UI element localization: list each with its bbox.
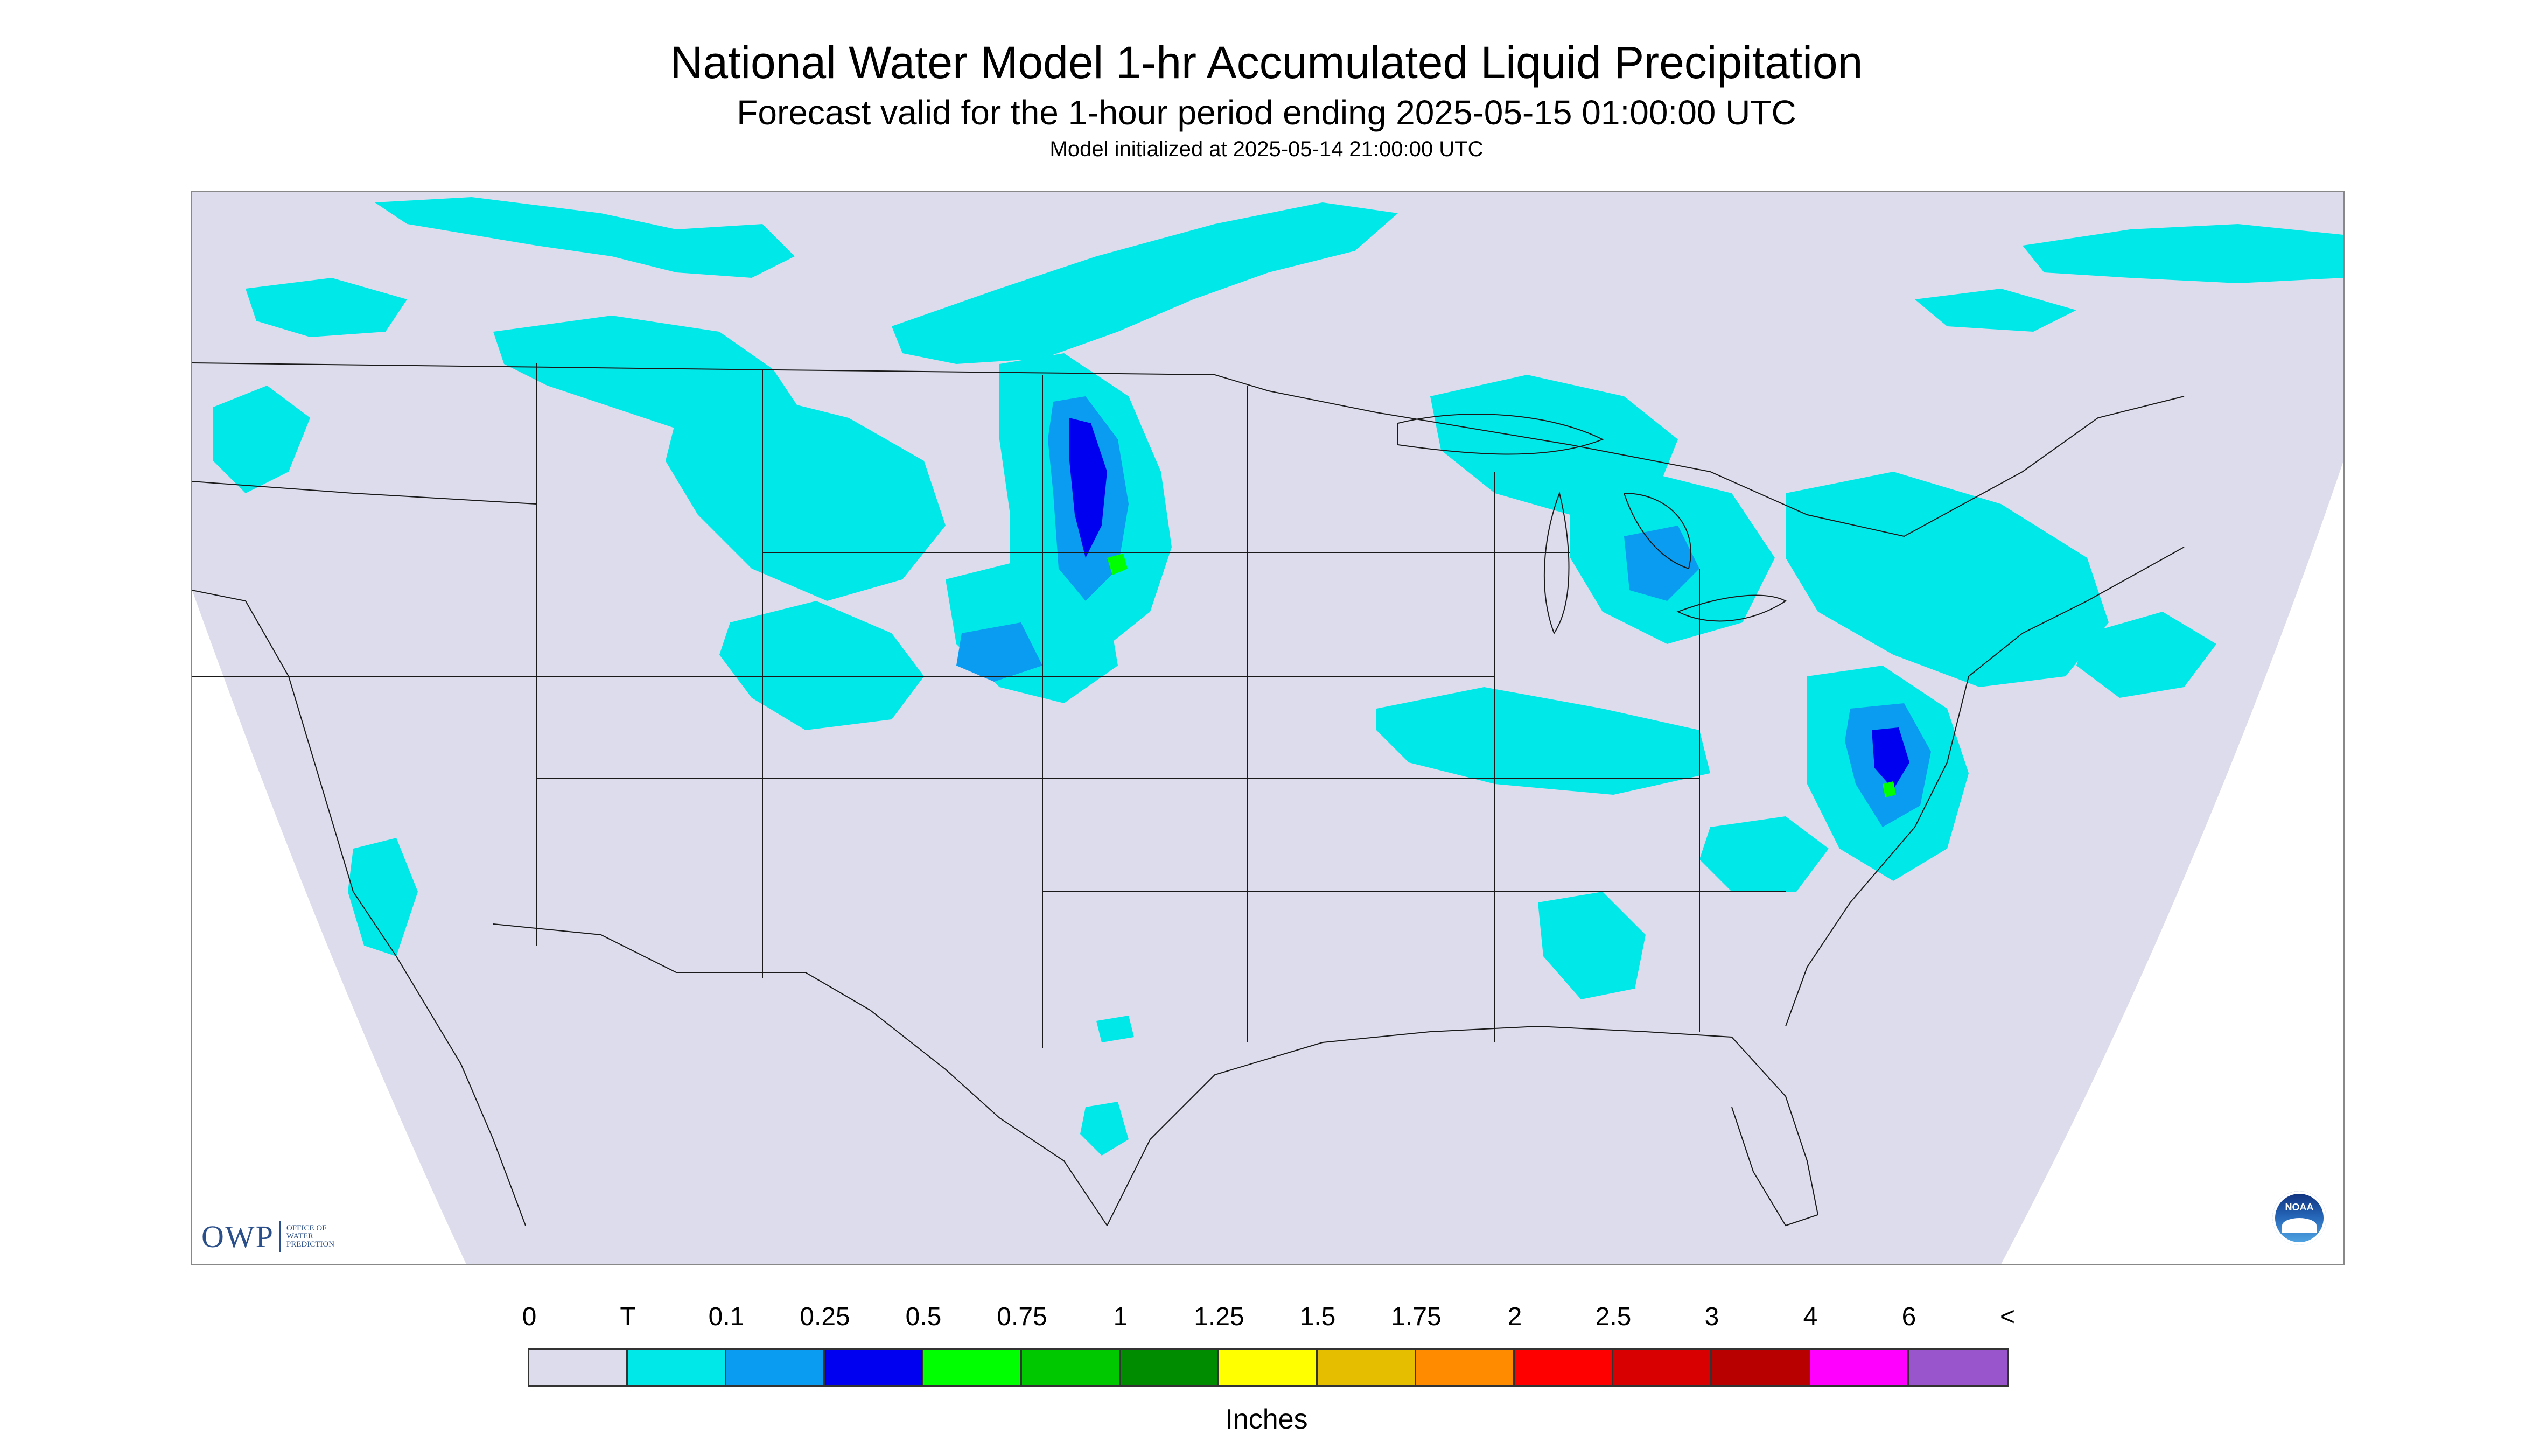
legend-swatch-11	[1613, 1350, 1712, 1385]
noaa-gull-shape	[2282, 1218, 2317, 1233]
great-lake-superior	[1397, 414, 1604, 455]
precip-northeast	[1786, 472, 2109, 687]
precipitation-map: OWP OFFICE OF WATER PREDICTION NOAA	[191, 191, 2345, 1265]
legend-swatch-6	[1121, 1350, 1219, 1385]
precip-carolinas	[1699, 816, 1829, 892]
us-canada-border	[192, 362, 2185, 537]
legend-tick-label: 1.25	[1194, 1303, 1244, 1331]
legend-swatch-12	[1712, 1350, 1810, 1385]
precip-colorado	[719, 601, 924, 730]
owp-wordmark: OWP	[201, 1219, 274, 1254]
noaa-logo-icon: NOAA	[2272, 1191, 2326, 1245]
legend-tick-label: 0	[522, 1303, 537, 1331]
precip-atlantic-offshore	[2076, 612, 2216, 698]
legend-swatch-8	[1318, 1350, 1416, 1385]
legend-tick-label: <	[1999, 1303, 2016, 1331]
great-lake-erie	[1676, 594, 1787, 622]
precip-california-coast	[348, 838, 418, 956]
noaa-logo-text: NOAA	[2285, 1202, 2314, 1213]
us-mexico-border	[493, 923, 1108, 1226]
precip-dakotas-max	[1069, 418, 1107, 558]
map-canvas	[192, 192, 2343, 1264]
legend-tick-label: 1.75	[1391, 1303, 1442, 1331]
legend-tick-label: 3	[1704, 1303, 1719, 1331]
legend-swatch-4	[923, 1350, 1022, 1385]
legend-swatch-2	[726, 1350, 825, 1385]
legend-tick-label: T	[620, 1303, 636, 1331]
legend-tick-label: 0.1	[708, 1303, 745, 1331]
precip-quebec	[1915, 289, 2076, 332]
precip-sd-blip	[1107, 554, 1128, 575]
atlantic-coastline	[1785, 547, 2185, 1027]
owp-subtext: OFFICE OF WATER PREDICTION	[286, 1224, 335, 1249]
precip-canada-east	[2023, 224, 2343, 283]
political-boundaries	[192, 362, 2185, 1227]
precip-alabama	[1538, 892, 1646, 999]
legend-tick-label: 0.75	[997, 1303, 1047, 1331]
precip-mid-atlantic-max	[1872, 727, 1909, 789]
legend-tick-label: 6	[1901, 1303, 1916, 1331]
legend-swatch-10	[1515, 1350, 1613, 1385]
gulf-coastline	[1107, 1025, 1819, 1227]
precip-va-blip	[1883, 781, 1896, 797]
precip-mexico	[1080, 1102, 1129, 1156]
precip-montana-wyoming	[666, 396, 946, 601]
map-title: National Water Model 1-hr Accumulated Li…	[670, 37, 1863, 88]
great-lake-huron	[1623, 492, 1691, 570]
model-init-line: Model initialized at 2025-05-14 21:00:00…	[1049, 137, 1484, 161]
precip-bc-coast	[246, 278, 407, 337]
legend-tick-label: 1	[1113, 1303, 1128, 1331]
precip-canada-west	[375, 197, 795, 278]
legend-tick-label: 4	[1803, 1303, 1818, 1331]
legend-swatch-13	[1810, 1350, 1909, 1385]
legend-color-bar	[528, 1348, 2009, 1387]
legend-tick-label: 0.5	[905, 1303, 942, 1331]
forecast-valid-subtitle: Forecast valid for the 1-hour period end…	[737, 93, 1796, 132]
west-coastline	[192, 590, 526, 1226]
legend-swatch-3	[825, 1350, 923, 1385]
great-lake-michigan	[1543, 491, 1570, 635]
legend-swatch-9	[1416, 1350, 1515, 1385]
legend-swatch-0	[529, 1350, 628, 1385]
owp-divider	[279, 1221, 281, 1252]
precip-nebraska-core	[956, 622, 1042, 682]
precipitation-fields	[213, 197, 2343, 1156]
legend-units: Inches	[1225, 1404, 1308, 1435]
legend-tick-label: 2.5	[1595, 1303, 1632, 1331]
legend-tick-label: 0.25	[800, 1303, 850, 1331]
precip-ohio-valley	[1376, 687, 1710, 795]
owp-logo: OWP OFFICE OF WATER PREDICTION	[201, 1219, 351, 1255]
legend-tick-label: 2	[1507, 1303, 1522, 1331]
legend-tick-label: 1.5	[1299, 1303, 1336, 1331]
legend-swatch-5	[1022, 1350, 1121, 1385]
precip-gulf-coast	[1096, 1016, 1134, 1042]
precip-pacific-nw	[213, 386, 310, 493]
legend-swatch-1	[628, 1350, 726, 1385]
precip-michigan-core	[1624, 526, 1699, 601]
precip-upper-midwest	[1430, 375, 1678, 515]
legend-swatch-7	[1219, 1350, 1318, 1385]
state-line-wa-or	[192, 481, 537, 505]
legend-swatch-14	[1909, 1350, 2007, 1385]
precip-canada-central	[892, 202, 1398, 364]
